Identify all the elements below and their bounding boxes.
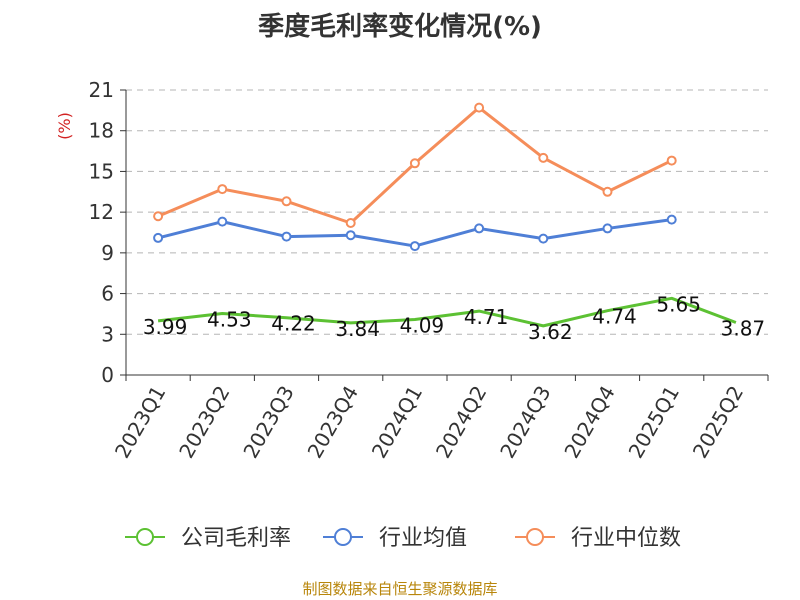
data-source-note: 制图数据来自恒生聚源数据库: [302, 580, 498, 598]
series-point-3: [217, 184, 228, 195]
series-point-3: [474, 102, 485, 113]
x-tick-label: 2023Q1: [110, 382, 170, 463]
data-label: 4.71: [464, 305, 509, 329]
series-point-2: [153, 232, 164, 243]
y-tick-label: 21: [89, 78, 114, 102]
series-point-2: [345, 230, 356, 241]
y-tick-label: 0: [101, 363, 114, 387]
x-tick-label: 2024Q1: [367, 382, 427, 463]
series-line-1: [157, 296, 737, 328]
data-label: 4.53: [207, 308, 252, 332]
data-label: 3.99: [143, 315, 188, 339]
y-tick-label: 18: [89, 119, 114, 143]
x-tick-label: 2023Q3: [238, 382, 298, 463]
series-point-2: [217, 216, 228, 227]
y-tick-label: 15: [89, 159, 114, 183]
series-point-2: [474, 223, 485, 234]
data-label: 4.74: [592, 305, 637, 329]
x-tick-label: 2023Q2: [174, 382, 234, 463]
x-tick-label: 2024Q4: [559, 382, 619, 463]
series-point-3: [345, 218, 356, 228]
x-tick-label: 2025Q2: [688, 382, 748, 463]
data-label: 5.65: [656, 292, 701, 316]
series-point-3: [666, 155, 677, 166]
y-tick-label: 6: [101, 282, 114, 306]
series-point-2: [666, 214, 677, 225]
legend-marker-2: [334, 528, 352, 546]
legend-marker-3: [526, 528, 544, 546]
data-label: 3.84: [335, 317, 380, 341]
series-point-3: [409, 158, 420, 169]
y-tick-label: 12: [89, 200, 114, 224]
series-point-2: [538, 233, 549, 244]
y-tick-label: 9: [101, 241, 114, 265]
data-label: 4.09: [400, 313, 445, 337]
series-point-2: [409, 241, 420, 252]
data-label: 3.87: [721, 316, 766, 340]
series-point-3: [153, 211, 164, 222]
x-tick-label: 2024Q2: [431, 381, 491, 462]
data-label: 3.62: [528, 320, 573, 344]
series-point-2: [281, 231, 292, 242]
legend-label-1: 公司毛利率: [181, 526, 291, 551]
legend-marker-1: [136, 528, 154, 546]
series-point-3: [538, 152, 549, 163]
legend-label-2: 行业均值: [379, 526, 467, 551]
series-point-3: [281, 196, 292, 207]
x-tick-label: 2024Q3: [495, 382, 555, 463]
y-axis-unit-label: (%): [55, 112, 74, 140]
x-tick-label: 2025Q1: [624, 382, 684, 463]
chart-title: 季度毛利率变化情况(%): [258, 12, 542, 42]
series-point-3: [602, 186, 613, 197]
y-tick-label: 3: [101, 322, 114, 346]
data-label: 4.22: [271, 312, 316, 336]
series-point-2: [602, 223, 613, 234]
x-tick-label: 2023Q4: [303, 382, 363, 463]
legend-label-3: 行业中位数: [571, 526, 681, 551]
